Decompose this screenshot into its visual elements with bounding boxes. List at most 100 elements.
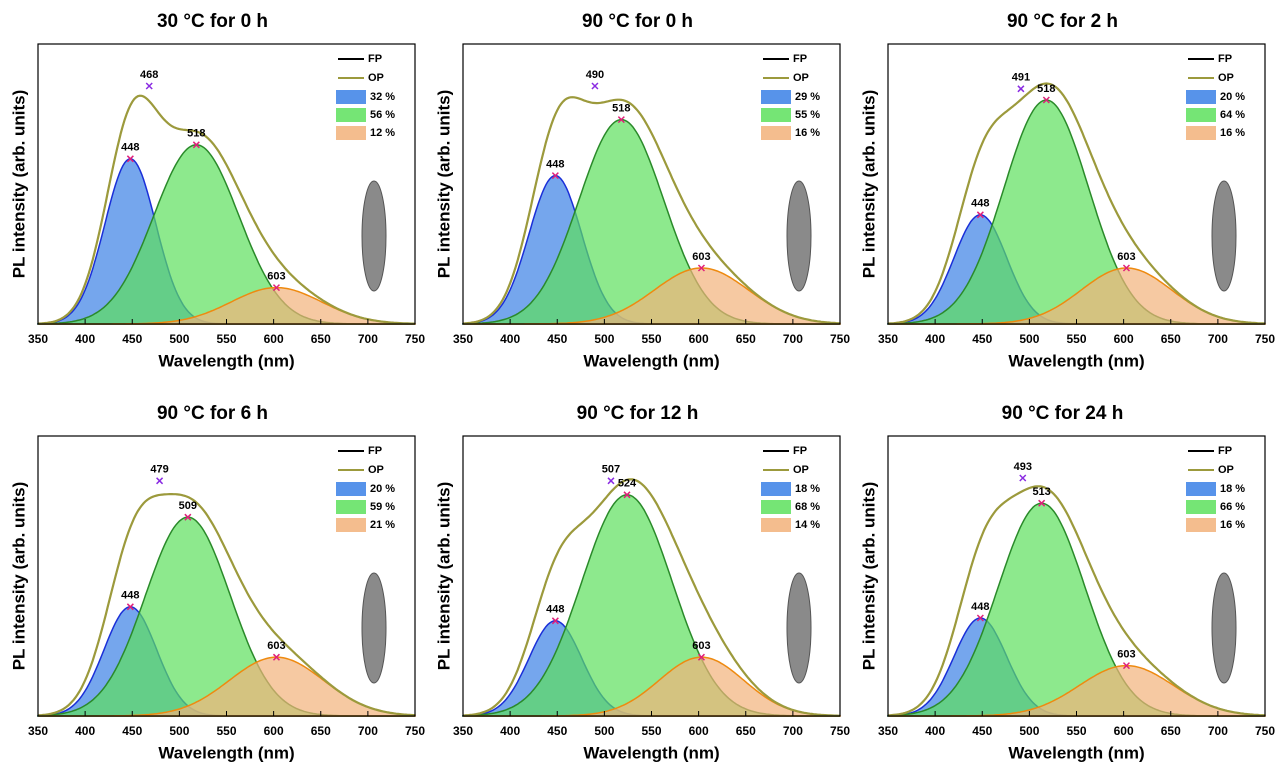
peak-marker (1122, 662, 1130, 670)
legend-swatch (761, 518, 791, 532)
peak-marker (156, 477, 164, 485)
legend-label: 59 % (370, 501, 395, 513)
legend-swatch (761, 482, 791, 496)
peak-marker (1042, 96, 1050, 104)
x-tick-label: 750 (405, 724, 425, 738)
peak-marker (192, 141, 200, 149)
legend-label: 14 % (795, 519, 820, 531)
legend-swatch (336, 90, 366, 104)
panel: 90 °C for 24 h Wavelength (nm) PL intensit… (859, 403, 1275, 762)
panel: 90 °C for 6 h Wavelength (nm) PL intensity… (9, 403, 425, 762)
x-tick-label: 350 (878, 332, 898, 346)
legend-label: 55 % (795, 109, 820, 121)
legend-swatch (336, 518, 366, 532)
panel: 90 °C for 12 h Wavelength (nm) PL intensit… (434, 403, 850, 762)
x-tick-label: 400 (75, 724, 95, 738)
peak-label: 603 (692, 251, 710, 263)
peak-marker (1038, 499, 1046, 507)
legend-swatch (761, 108, 791, 122)
legend-label: 16 % (1220, 127, 1245, 139)
legend-swatch (1186, 518, 1216, 532)
legend-label: OP (368, 464, 384, 476)
peak-label: 518 (1037, 83, 1055, 95)
x-axis-label: Wavelength (nm) (158, 743, 294, 762)
x-tick-label: 550 (1066, 332, 1086, 346)
x-tick-label: 400 (925, 332, 945, 346)
x-tick-label: 450 (122, 724, 142, 738)
peak-label: 603 (692, 640, 710, 652)
peak-marker (617, 116, 625, 124)
x-tick-label: 500 (169, 724, 189, 738)
x-tick-label: 650 (311, 724, 331, 738)
x-tick-label: 350 (453, 724, 473, 738)
legend-label: 68 % (795, 501, 820, 513)
peak-label: 603 (267, 640, 285, 652)
legend-label: 12 % (370, 127, 395, 139)
x-tick-label: 650 (736, 724, 756, 738)
legend-swatch (761, 90, 791, 104)
legend-swatch (336, 500, 366, 514)
x-tick-label: 400 (500, 332, 520, 346)
peak-label: 518 (612, 103, 630, 115)
x-tick-label: 700 (783, 332, 803, 346)
peak-marker (551, 617, 559, 625)
panel-title: 90 °C for 24 h (1002, 403, 1124, 424)
legend-label: FP (1218, 53, 1232, 65)
x-tick-label: 450 (122, 332, 142, 346)
peak-label: 448 (546, 604, 564, 616)
legend-label: 66 % (1220, 501, 1245, 513)
peak-label: 448 (546, 159, 564, 171)
legend-swatch (336, 126, 366, 140)
peak-label: 448 (971, 601, 989, 613)
particle-image (361, 180, 387, 292)
x-tick-label: 750 (830, 332, 850, 346)
x-tick-label: 700 (358, 724, 378, 738)
fit-curve (37, 94, 416, 325)
x-tick-label: 600 (264, 332, 284, 346)
x-axis-label: Wavelength (nm) (158, 351, 294, 370)
x-tick-label: 700 (783, 724, 803, 738)
legend-label: 21 % (370, 519, 395, 531)
x-tick-label: 450 (547, 332, 567, 346)
fit-curve (887, 82, 1266, 325)
y-axis-label: PL intensity (arb. units) (9, 90, 28, 279)
peak-marker (976, 211, 984, 219)
particle-image (786, 572, 812, 684)
legend-swatch (1186, 126, 1216, 140)
y-axis-label: PL intensity (arb. units) (434, 90, 453, 279)
legend-label: FP (793, 53, 807, 65)
peak-marker (272, 284, 280, 292)
x-tick-label: 650 (1161, 724, 1181, 738)
panel: 30 °C for 0 h Wavelength (nm) PL intensity… (9, 11, 425, 370)
x-tick-label: 500 (1019, 332, 1039, 346)
x-tick-label: 750 (1255, 332, 1275, 346)
y-axis-label: PL intensity (arb. units) (859, 90, 878, 279)
fit-curve (37, 493, 416, 717)
x-tick-label: 650 (311, 332, 331, 346)
particle-image (786, 180, 812, 292)
legend-label: 29 % (795, 91, 820, 103)
x-tick-label: 350 (28, 724, 48, 738)
peak-label: 603 (267, 271, 285, 283)
peak-label: 518 (187, 128, 205, 140)
x-tick-label: 600 (1114, 724, 1134, 738)
x-tick-label: 700 (1208, 332, 1228, 346)
peak-label: 603 (1117, 649, 1135, 661)
x-tick-label: 600 (689, 332, 709, 346)
x-tick-label: 550 (1066, 724, 1086, 738)
y-axis-label: PL intensity (arb. units) (9, 482, 28, 671)
peak-marker (1122, 264, 1130, 272)
x-tick-label: 350 (453, 332, 473, 346)
x-tick-label: 750 (405, 332, 425, 346)
legend-swatch (1186, 90, 1216, 104)
peak-marker (697, 653, 705, 661)
peak-label: 493 (1014, 461, 1032, 473)
peak-marker (551, 172, 559, 180)
x-tick-label: 550 (641, 332, 661, 346)
peak-marker (126, 603, 134, 611)
peak-label: 479 (150, 464, 168, 476)
peak-label: 513 (1032, 486, 1050, 498)
peak-label: 524 (618, 478, 637, 490)
legend-label: 32 % (370, 91, 395, 103)
